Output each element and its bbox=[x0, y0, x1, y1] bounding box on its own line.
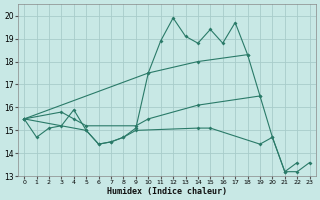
X-axis label: Humidex (Indice chaleur): Humidex (Indice chaleur) bbox=[107, 187, 227, 196]
